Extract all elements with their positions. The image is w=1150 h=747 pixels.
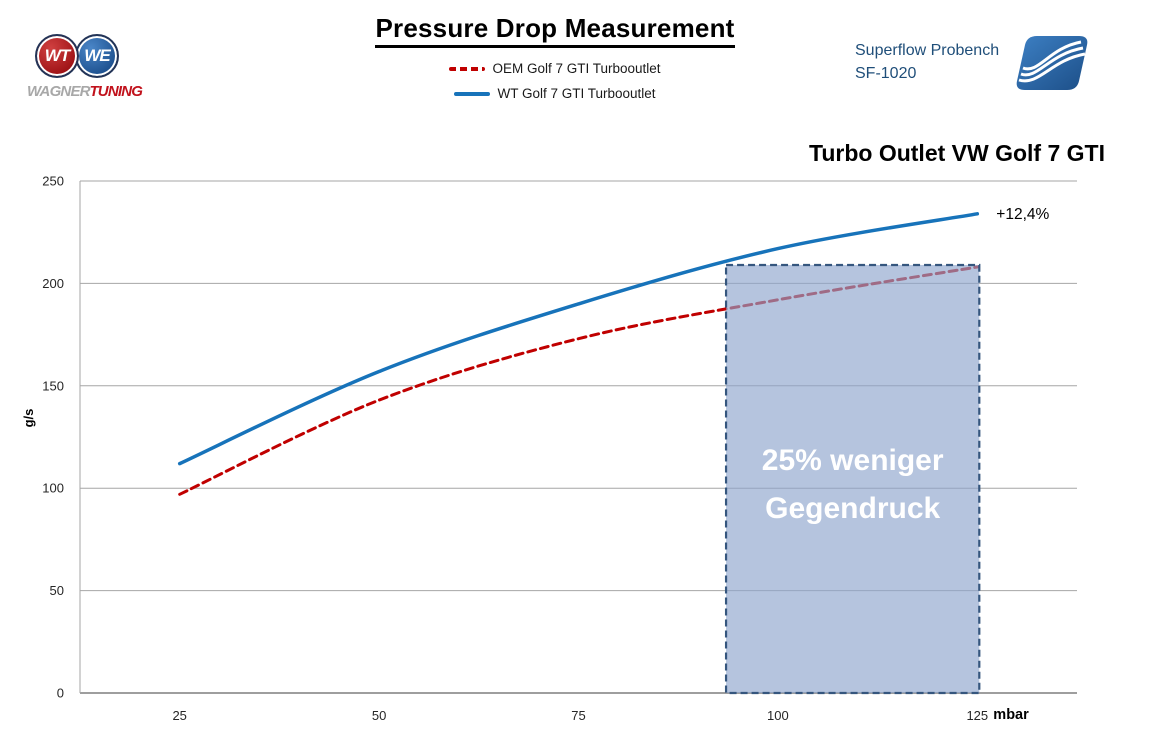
y-tick-label: 0: [57, 686, 64, 701]
brand-tuning-text: TUNING: [89, 83, 143, 100]
bench-name: Superflow Probench: [855, 42, 1000, 59]
y-tick-label: 200: [42, 276, 64, 291]
bench-text: Superflow Probench SF-1020: [855, 40, 999, 85]
legend-key-wt-solid-icon: [454, 91, 491, 96]
legend-row-oem: OEM Golf 7 GTI Turbooutlet: [449, 61, 661, 76]
y-tick-label: 100: [42, 481, 64, 496]
wt-series-line: [177, 212, 980, 466]
gain-annotation: +12,4%: [996, 206, 1049, 223]
chart-legend: OEM Golf 7 GTI Turbooutlet WT Golf 7 GTI…: [0, 61, 1110, 101]
superflow-logo-icon: [1016, 36, 1088, 90]
wagner-badge-red-icon: WT: [35, 34, 79, 78]
wagner-tuning-logo: WT WE WAGNERTUNING: [27, 34, 159, 100]
x-tick-label: 100: [767, 708, 789, 723]
y-tick-label: 150: [42, 378, 64, 393]
x-tick-label: 125: [966, 708, 988, 723]
bench-model: SF-1020: [855, 64, 917, 82]
title-block: Pressure Drop Measurement OEM Golf 7 GTI…: [0, 13, 1110, 101]
badge-monogram-wt: WT: [44, 46, 70, 65]
superflow-probench: Superflow Probench SF-1020: [855, 36, 1088, 90]
x-tick-label: 50: [372, 708, 386, 723]
legend-row-wt: WT Golf 7 GTI Turbooutlet: [454, 86, 656, 101]
legend-key-oem-dashed-icon: [449, 66, 486, 71]
y-axis-title: g/s: [21, 409, 36, 428]
y-tick-label: 250: [42, 174, 64, 189]
legend-label-oem: OEM Golf 7 GTI Turbooutlet: [492, 61, 661, 76]
chart-title: Turbo Outlet VW Golf 7 GTI: [809, 140, 1105, 166]
highlight-label-line1: 25% weniger: [762, 444, 944, 477]
page-title: Pressure Drop Measurement: [375, 13, 735, 48]
highlight-region: [724, 263, 981, 695]
brand-wagner-text: WAGNER: [27, 83, 90, 100]
legend-label-wt: WT Golf 7 GTI Turbooutlet: [497, 86, 656, 101]
y-tick-label: 50: [50, 583, 64, 598]
badge-monogram-we: WE: [84, 46, 110, 65]
x-tick-label: 25: [172, 708, 186, 723]
highlight-label-line2: Gegendruck: [765, 492, 940, 525]
brand-wordmark: WAGNERTUNING: [27, 83, 159, 100]
wagner-badges-icon: WT WE: [35, 34, 159, 78]
x-tick-label: 75: [571, 708, 585, 723]
x-axis-title: mbar: [993, 707, 1029, 723]
